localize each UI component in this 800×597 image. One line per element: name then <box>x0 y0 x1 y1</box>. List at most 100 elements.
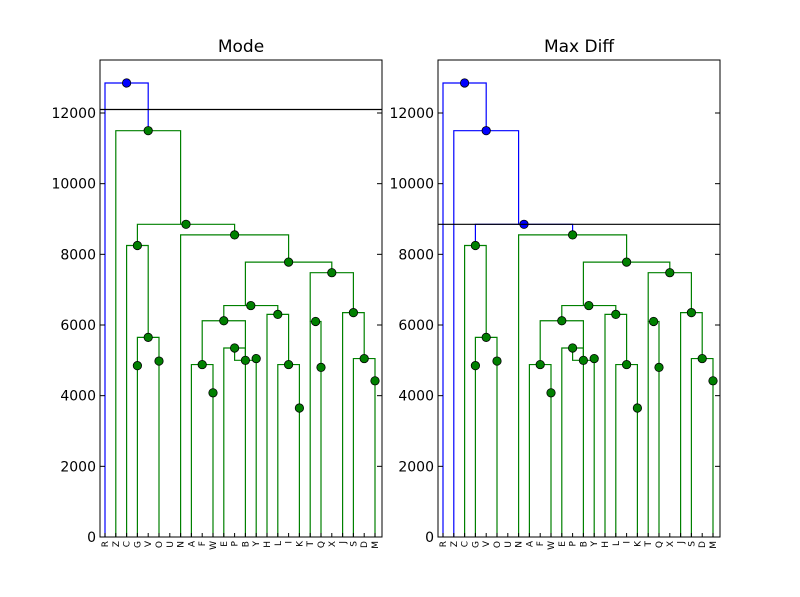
merge-node <box>611 309 621 319</box>
dendrogram-link <box>180 234 290 537</box>
leaf-label: V <box>144 540 154 547</box>
leaf-label: B <box>579 541 589 547</box>
merge-node <box>154 356 164 366</box>
leaf-label: N <box>515 541 525 548</box>
leaf-label: I <box>623 541 633 544</box>
chart-title: Max Diff <box>544 37 615 57</box>
dendrogram-link <box>309 320 322 537</box>
leaf-label: F <box>198 541 208 546</box>
merge-node <box>470 240 480 251</box>
leaf-label: O <box>493 541 503 548</box>
y-tick-label: 8000 <box>60 247 96 263</box>
leaf-label: T <box>644 541 654 548</box>
leaf-label: I <box>285 541 295 544</box>
dendrogram-link <box>615 363 639 537</box>
leaf-label: K <box>295 540 305 547</box>
merge-node <box>370 376 380 386</box>
merge-node <box>648 316 659 327</box>
leaf-label: X <box>666 541 676 547</box>
dendrogram-link <box>223 347 246 537</box>
y-tick-label: 12000 <box>51 106 96 122</box>
merge-node <box>219 316 229 326</box>
dendrogram-link <box>517 234 628 537</box>
merge-node <box>621 257 632 267</box>
merge-node <box>122 78 132 88</box>
leaf-label: X <box>328 541 338 547</box>
merge-node <box>359 353 369 364</box>
leaf-label: K <box>633 540 643 547</box>
merge-node <box>197 359 207 370</box>
leaf-label: S <box>687 541 697 547</box>
y-tick-label: 4000 <box>60 389 96 405</box>
leaf-label: R <box>101 541 111 547</box>
merge-node <box>283 257 294 267</box>
leaf-label: R <box>439 541 449 547</box>
dendrogram-link <box>561 347 585 537</box>
merge-node <box>251 353 261 364</box>
dendrogram-link <box>647 272 693 322</box>
y-tick-label: 10000 <box>51 177 96 193</box>
merge-node <box>327 268 337 278</box>
leaf-label: Y <box>590 541 600 548</box>
merge-node <box>181 219 191 229</box>
dendrogram-link <box>690 357 714 537</box>
leaf-label: H <box>263 541 273 548</box>
merge-node <box>240 355 250 365</box>
merge-node <box>557 316 567 326</box>
y-tick-label: 6000 <box>60 318 96 334</box>
leaf-label: V <box>482 540 492 547</box>
merge-node <box>470 361 480 371</box>
dendrogram-panel-2: Max Diff 0 2000 4000 6000 8000 10000 12000 R Z C G V… <box>389 37 721 550</box>
leaf-label: P <box>231 540 241 546</box>
merge-node <box>143 332 153 342</box>
leaf-label: A <box>187 540 197 547</box>
dendrogram-link <box>582 261 671 306</box>
y-tick-label: 4000 <box>398 389 434 405</box>
leaf-label: O <box>155 541 165 548</box>
leaf-label: B <box>241 541 251 547</box>
y-tick-label: 2000 <box>398 459 434 475</box>
merge-node <box>535 359 545 370</box>
leaf-label: G <box>133 541 143 548</box>
merge-node <box>310 316 321 327</box>
leaf-label: F <box>536 541 546 546</box>
leaf-label: A <box>525 540 535 547</box>
leaf-label: J <box>677 541 687 545</box>
merge-node <box>621 359 632 370</box>
dendrogram-link <box>352 357 376 537</box>
merge-node <box>686 308 697 318</box>
merge-node <box>492 356 502 366</box>
merge-node <box>567 230 578 240</box>
merge-node <box>697 353 707 364</box>
leaf-label: U <box>166 541 176 548</box>
merge-node <box>246 300 256 311</box>
leaf-label: G <box>471 541 481 548</box>
axes-frame <box>437 59 721 538</box>
leaf-label: Q <box>317 541 327 548</box>
leaf-label: H <box>601 541 611 548</box>
merge-node <box>283 359 294 370</box>
merge-node <box>230 230 240 240</box>
merge-node <box>546 388 556 398</box>
leaf-label: J <box>339 541 349 545</box>
leaf-label: Y <box>252 541 262 548</box>
y-tick-label: 0 <box>87 530 96 546</box>
merge-node <box>459 78 470 88</box>
dendrogram-panel-1: Mode 0 2000 4000 6000 8000 10000 12000 R Z C G V O U N A… <box>51 37 383 550</box>
merge-node <box>230 343 240 353</box>
merge-node <box>567 343 578 353</box>
merge-node <box>294 403 304 413</box>
dendrogram-link <box>277 363 300 537</box>
merge-node <box>348 308 358 318</box>
dendrogram-link <box>309 272 354 322</box>
merge-node <box>143 126 153 136</box>
merge-node <box>578 355 589 365</box>
merge-node <box>481 332 491 342</box>
merge-node <box>665 268 675 278</box>
merge-node <box>708 376 718 386</box>
merge-node <box>132 240 142 251</box>
dendrogram-link <box>647 320 660 537</box>
merge-node <box>654 362 664 372</box>
leaf-label: Z <box>112 541 122 547</box>
